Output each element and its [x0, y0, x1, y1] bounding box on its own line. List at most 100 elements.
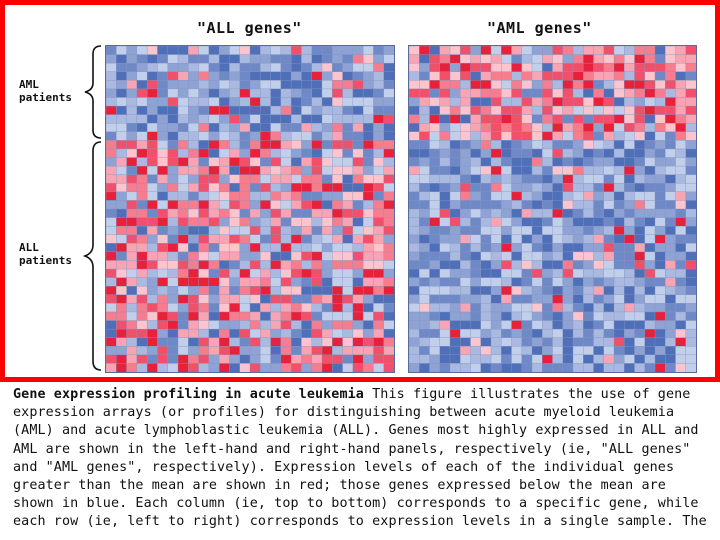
- heatmap-cell: [126, 225, 138, 236]
- heatmap-cell: [208, 46, 220, 55]
- heatmap-cell: [290, 88, 302, 98]
- heatmap-cell: [644, 148, 656, 158]
- heatmap-cell: [624, 225, 635, 236]
- heatmap-cell: [593, 320, 605, 330]
- heatmap-cell: [198, 208, 210, 218]
- heatmap-cell: [460, 88, 471, 98]
- heatmap-cell: [490, 311, 502, 321]
- heatmap-cell: [229, 97, 241, 107]
- heatmap-cell: [208, 234, 220, 244]
- heatmap-cell: [116, 71, 127, 81]
- heatmap-cell: [675, 286, 687, 296]
- heatmap-cell: [603, 200, 615, 210]
- heatmap-cell: [383, 54, 394, 64]
- heatmap-cell: [198, 311, 210, 321]
- heatmap-cell: [126, 165, 138, 176]
- heatmap-cell: [685, 105, 696, 116]
- heatmap-cell: [603, 157, 615, 167]
- heatmap-cell: [531, 260, 543, 270]
- heatmap-cell: [249, 354, 261, 364]
- heatmap-cell: [373, 243, 385, 253]
- heatmap-cell: [419, 363, 430, 372]
- heatmap-cell: [665, 200, 676, 210]
- heatmap-cell: [409, 71, 420, 81]
- heatmap-cell: [290, 54, 302, 64]
- heatmap-cell: [373, 251, 385, 261]
- heatmap-cell: [419, 286, 430, 296]
- heatmap-cell: [552, 183, 564, 193]
- heatmap-cell: [229, 208, 241, 218]
- heatmap-cell: [106, 131, 117, 141]
- heatmap-cell: [409, 217, 420, 227]
- heatmap-cell: [501, 243, 512, 253]
- heatmap-cell: [301, 363, 313, 372]
- heatmap-cell: [511, 105, 523, 116]
- heatmap-cell: [280, 294, 292, 304]
- heatmap-cell: [373, 97, 385, 107]
- heatmap-cell: [239, 346, 251, 356]
- heatmap-cell: [106, 80, 117, 90]
- heatmap-cell: [249, 165, 261, 176]
- heatmap-cell: [270, 251, 282, 261]
- heatmap-cell: [654, 363, 666, 372]
- heatmap-cell: [146, 311, 158, 321]
- heatmap-cell: [460, 251, 471, 261]
- heatmap-cell: [177, 114, 189, 124]
- heatmap-cell: [572, 354, 584, 364]
- heatmap-cell: [572, 363, 584, 372]
- heatmap-cell: [675, 97, 687, 107]
- heatmap-cell: [229, 123, 241, 133]
- heatmap-cell: [429, 268, 441, 279]
- heatmap-cell: [501, 200, 512, 210]
- heatmap-cell: [301, 251, 313, 261]
- heatmap-cell: [511, 123, 523, 133]
- heatmap-cell: [654, 337, 666, 347]
- heatmap-cell: [409, 123, 420, 133]
- heatmap-cell: [208, 88, 220, 98]
- heatmap-cell: [270, 131, 282, 141]
- heatmap-cell: [260, 354, 271, 364]
- heatmap-cell: [583, 337, 594, 347]
- heatmap-cell: [126, 157, 138, 167]
- heatmap-cell: [449, 294, 461, 304]
- heatmap-cell: [419, 320, 430, 330]
- heatmap-cell: [449, 71, 461, 81]
- heatmap-cell: [373, 88, 385, 98]
- heatmap-cell: [167, 165, 179, 176]
- heatmap-cell: [270, 234, 282, 244]
- heatmap-cell: [362, 46, 374, 55]
- heatmap-cell: [583, 46, 594, 55]
- heatmap-cell: [439, 346, 451, 356]
- heatmap-cell: [280, 337, 292, 347]
- heatmap-cell: [280, 303, 292, 313]
- heatmap-cell: [572, 320, 584, 330]
- heatmap-cell: [332, 97, 343, 107]
- heatmap-cell: [321, 105, 333, 116]
- heatmap-cell: [624, 268, 635, 279]
- heatmap-cell: [562, 71, 574, 81]
- heatmap-cell: [624, 243, 635, 253]
- heatmap-cell: [157, 46, 169, 55]
- heatmap-cell: [136, 225, 148, 236]
- heatmap-cell: [301, 71, 313, 81]
- heatmap-cell: [593, 200, 605, 210]
- heatmap-cell: [624, 277, 635, 287]
- heatmap-cell: [208, 54, 220, 64]
- heatmap-cell: [572, 88, 584, 98]
- heatmap-cell: [218, 174, 230, 184]
- heatmap-cell: [521, 165, 533, 176]
- heatmap-cell: [208, 71, 220, 81]
- heatmap-cell: [624, 191, 635, 201]
- caption-heading: Gene expression profiling in acute leuke…: [13, 387, 364, 402]
- heatmap-cell: [373, 260, 385, 270]
- heatmap-cell: [177, 303, 189, 313]
- heatmap-cell: [188, 46, 199, 55]
- heatmap-cell: [501, 88, 512, 98]
- heatmap-cell: [521, 251, 533, 261]
- heatmap-cell: [116, 97, 127, 107]
- heatmap-cell: [106, 294, 117, 304]
- heatmap-cell: [511, 54, 523, 64]
- heatmap-cell: [613, 268, 625, 279]
- heatmap-cell: [583, 217, 594, 227]
- heatmap-cell: [562, 54, 574, 64]
